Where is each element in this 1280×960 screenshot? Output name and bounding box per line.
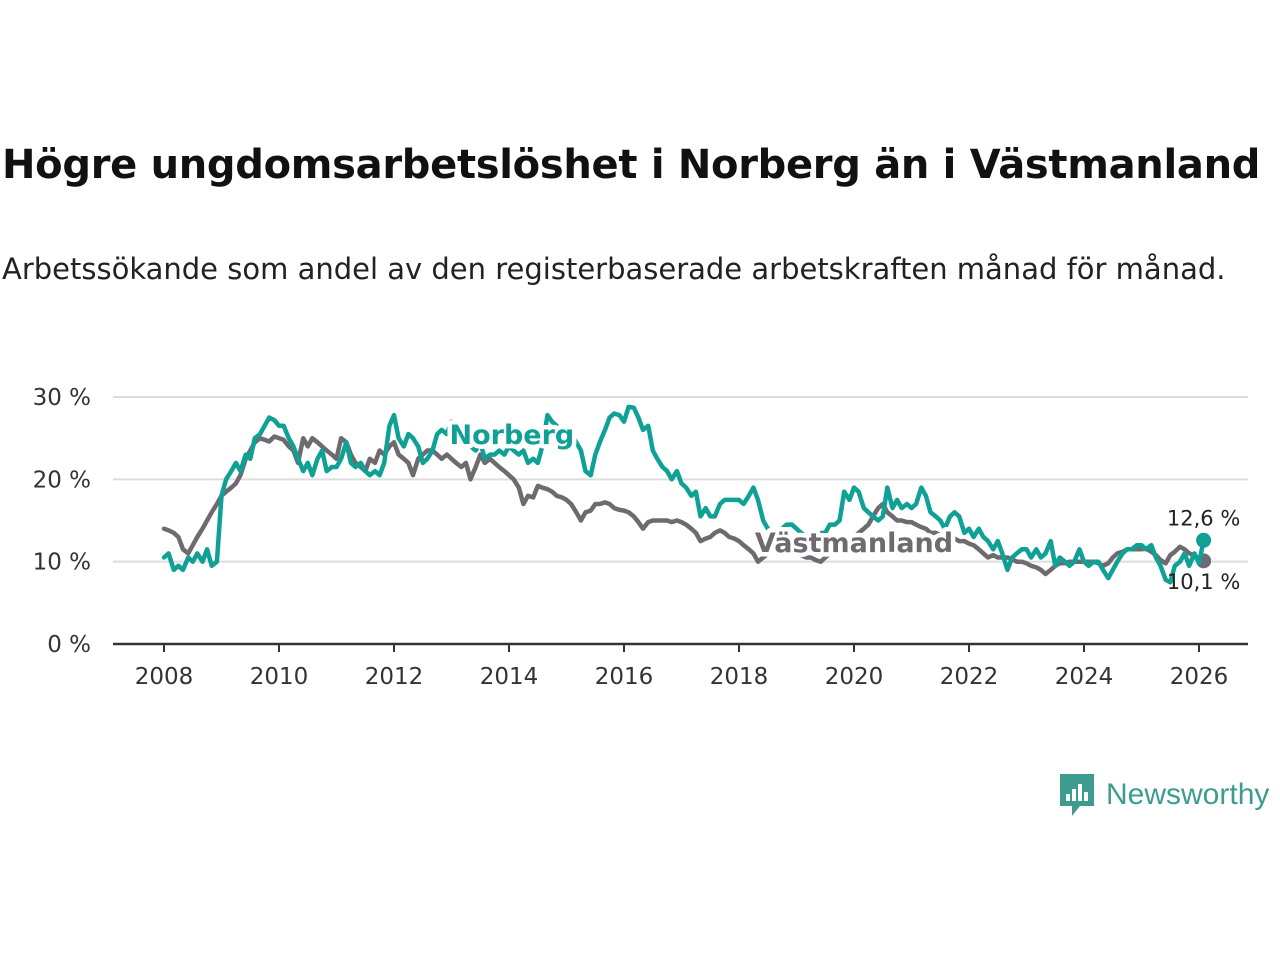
series-label-vastmanland: Västmanland — [755, 528, 953, 559]
x-tick-label-2010: 2010 — [250, 664, 309, 690]
y-tick-label-20: 20 % — [33, 467, 91, 493]
x-tick-label-2012: 2012 — [365, 664, 424, 690]
x-tick-label-2008: 2008 — [135, 664, 194, 690]
x-tick-label-2026: 2026 — [1170, 664, 1229, 690]
series-label-vastmanland-halo: Västmanland — [755, 528, 953, 559]
end-label-norberg: 12,6 % — [1167, 506, 1240, 530]
x-tick-label-2020: 2020 — [825, 664, 884, 690]
x-tick-label-2022: 2022 — [940, 664, 999, 690]
series-label-norberg-halo: Norberg — [450, 420, 575, 451]
x-tick-label-2014: 2014 — [480, 664, 539, 690]
y-tick-label-0: 0 % — [47, 632, 91, 658]
y-tick-label-10: 10 % — [33, 550, 91, 576]
y-axis: 0 % 10 % 20 % 30 % — [33, 385, 91, 658]
series-lines — [161, 404, 1212, 585]
x-axis: 2008 2010 2012 2014 2016 2018 2020 2022 2024 2026 — [113, 642, 1248, 690]
series-line-vstmanland — [161, 434, 1206, 577]
chart-title: Högre ungdomsarbetslöshet i Norberg än i… — [2, 142, 1261, 188]
series-label-norberg: Norberg — [450, 420, 575, 451]
x-tick-label-2018: 2018 — [710, 664, 769, 690]
brand-name: Newsworthy — [1106, 778, 1270, 811]
brand-logo: Newsworthy — [1058, 772, 1269, 818]
newsworthy-logo-icon — [1060, 774, 1094, 816]
end-label-vastmanland: 10,1 % — [1167, 570, 1240, 594]
chart-subtitle: Arbetssökande som andel av den registerb… — [2, 252, 1226, 286]
x-tick-label-2024: 2024 — [1055, 664, 1114, 690]
x-tick-label-2016: 2016 — [595, 664, 654, 690]
y-tick-label-30: 30 % — [33, 385, 91, 411]
series-line-norberg — [161, 404, 1206, 585]
series-labels: 12,6 %10,1 %NorbergNorbergVästmanlandVäs… — [445, 415, 1240, 594]
end-point-norberg — [1196, 532, 1212, 548]
